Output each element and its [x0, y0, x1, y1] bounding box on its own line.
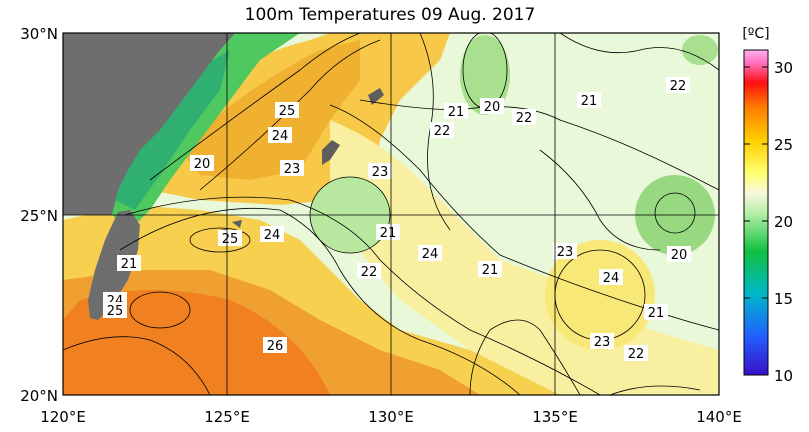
taiwan-island: [88, 210, 140, 320]
contour-label: 22: [670, 79, 687, 94]
contour-label: 21: [448, 105, 465, 120]
lon-tick: 125°E: [204, 408, 250, 426]
contour-label: 25: [107, 304, 124, 319]
contour-label: 25: [279, 104, 296, 119]
colorbar-tick: 20: [774, 213, 793, 231]
contour-label: 23: [557, 245, 574, 260]
hot-core-region: [63, 290, 330, 395]
map-frame: [62, 32, 720, 396]
green-patch-2: [460, 35, 510, 115]
graticule: [63, 33, 719, 395]
contour-label: 20: [671, 248, 688, 263]
colorbar-unit: [ºC]: [742, 26, 769, 42]
colorbar: [ºC] 30 25 20 15 10: [742, 26, 793, 385]
kuroshio-warm-region: [180, 40, 360, 180]
lat-tick: 25°N: [20, 207, 58, 225]
chart-title: 100m Temperatures 09 Aug. 2017: [245, 5, 536, 25]
contour-label: 20: [484, 100, 501, 115]
china-mainland: [63, 33, 235, 215]
contour-label: 24: [272, 129, 289, 144]
map-area: 25 24 23 20 25 24 21 22 23 21 20 22 22 2…: [63, 33, 719, 395]
contour-label: 22: [516, 111, 533, 126]
lat-tick: 30°N: [20, 25, 58, 43]
contour-label: 21: [380, 226, 397, 241]
contour-label: 23: [284, 162, 301, 177]
contour-label: 23: [372, 165, 389, 180]
lat-tick: 20°N: [20, 387, 58, 405]
contour-label: 22: [434, 124, 451, 139]
colorbar-tick: 15: [774, 290, 793, 308]
lon-tick: 140°E: [696, 408, 742, 426]
lon-tick: 130°E: [368, 408, 414, 426]
contour-label: 20: [194, 157, 211, 172]
contour-label: 22: [628, 347, 645, 362]
contour-label: 21: [121, 257, 138, 272]
contour-label: 24: [422, 247, 439, 262]
yellow-eddy: [545, 240, 655, 350]
contour-label: 21: [482, 263, 499, 278]
contour-label: 21: [648, 306, 665, 321]
colorbar-tick: 10: [774, 367, 793, 385]
lon-tick: 135°E: [532, 408, 578, 426]
green-patch-4: [682, 35, 718, 65]
contour-label: 25: [222, 232, 239, 247]
contour-label: 22: [361, 265, 378, 280]
contour-label: 23: [594, 335, 611, 350]
lon-tick: 120°E: [40, 408, 86, 426]
contour-labels: 25 24 23 20 25 24 21 22 23 21 20 22 22 2…: [103, 77, 691, 362]
contour-label: 21: [581, 94, 598, 109]
latitude-axis: 30°N 25°N 20°N: [20, 25, 58, 405]
colorbar-tick: 30: [774, 59, 793, 77]
contour-label: 26: [267, 339, 284, 354]
longitude-axis: 120°E 125°E 130°E 135°E 140°E: [40, 408, 742, 426]
coastal-teal-region: [115, 50, 230, 210]
contour-lines: [63, 33, 719, 395]
contour-label: 24: [603, 271, 620, 286]
colorbar-tick: 25: [774, 136, 793, 154]
contour-label: 24: [264, 228, 281, 243]
colorbar-gradient: [743, 49, 769, 376]
